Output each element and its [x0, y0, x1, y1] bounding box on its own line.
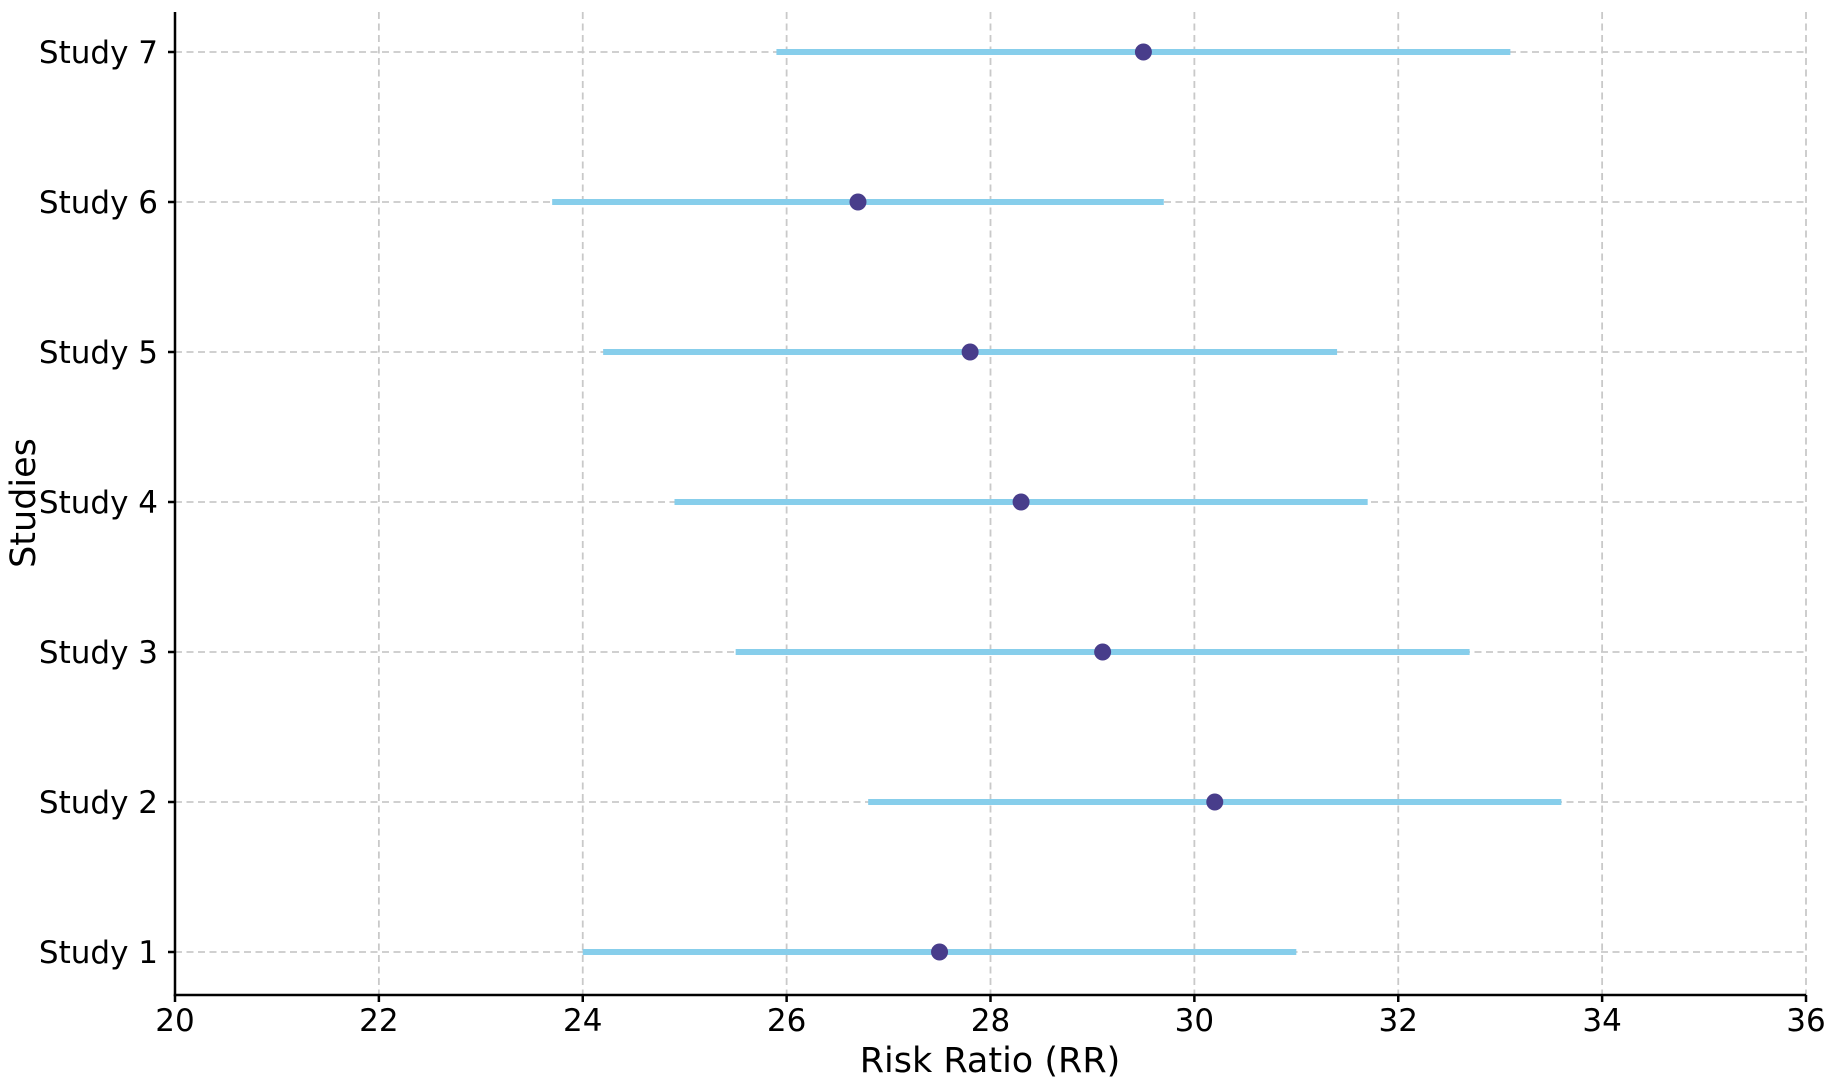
point-estimate-marker — [1012, 493, 1030, 511]
point-estimate-marker — [1206, 793, 1224, 811]
label-layer: Risk Ratio (RR) Studies — [4, 438, 1120, 1081]
x-tick-label: 28 — [971, 1003, 1010, 1039]
point-estimate-marker — [961, 343, 979, 361]
y-tick-label: Study 7 — [39, 35, 158, 71]
data-layer — [552, 43, 1562, 961]
x-axis-title: Risk Ratio (RR) — [860, 1041, 1121, 1081]
y-axis-title: Studies — [4, 438, 44, 568]
x-tick-label: 20 — [155, 1003, 194, 1039]
y-tick-label: Study 2 — [39, 785, 158, 821]
x-tick-label: 30 — [1175, 1003, 1214, 1039]
x-tick-label: 36 — [1786, 1003, 1825, 1039]
y-tick-label: Study 5 — [39, 335, 158, 371]
point-estimate-marker — [1094, 643, 1112, 661]
y-tick-label: Study 6 — [39, 185, 158, 221]
x-tick-label: 34 — [1582, 1003, 1621, 1039]
point-estimate-marker — [931, 943, 949, 961]
x-tick-label: 26 — [767, 1003, 806, 1039]
x-tick-label: 22 — [359, 1003, 398, 1039]
point-estimate-marker — [849, 193, 867, 211]
axis-layer: 20 22 24 26 28 30 32 34 36 Study 1 Study 2 Study 3 S… — [39, 12, 1826, 1039]
y-tick-label: Study 3 — [39, 635, 158, 671]
point-estimate-marker — [1134, 43, 1152, 61]
x-tick-label: 24 — [563, 1003, 602, 1039]
y-tick-label: Study 4 — [39, 485, 158, 521]
x-tick-label: 32 — [1379, 1003, 1418, 1039]
y-tick-label: Study 1 — [39, 935, 158, 971]
